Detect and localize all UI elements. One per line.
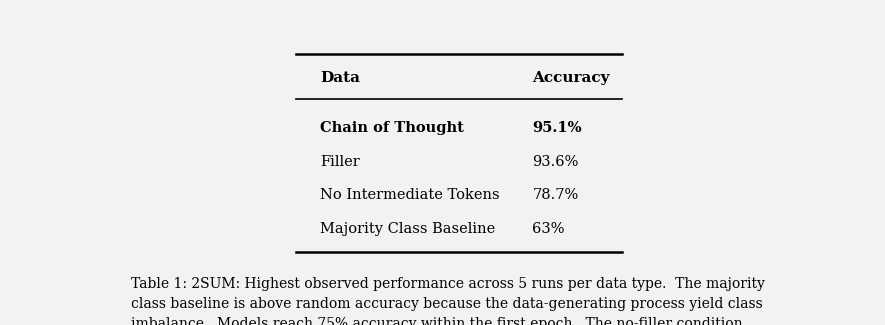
Text: Filler: Filler (319, 155, 359, 169)
Text: 78.7%: 78.7% (533, 188, 579, 202)
Text: Chain of Thought: Chain of Thought (319, 121, 464, 135)
Text: 63%: 63% (533, 222, 565, 236)
Text: 93.6%: 93.6% (533, 155, 579, 169)
Text: Table 1: 2SUM: Highest observed performance across 5 runs per data type.  The ma: Table 1: 2SUM: Highest observed performa… (131, 277, 770, 325)
Text: 95.1%: 95.1% (533, 121, 582, 135)
Text: Data: Data (319, 71, 360, 85)
Text: No Intermediate Tokens: No Intermediate Tokens (319, 188, 499, 202)
Text: Majority Class Baseline: Majority Class Baseline (319, 222, 495, 236)
Text: Accuracy: Accuracy (533, 71, 610, 85)
